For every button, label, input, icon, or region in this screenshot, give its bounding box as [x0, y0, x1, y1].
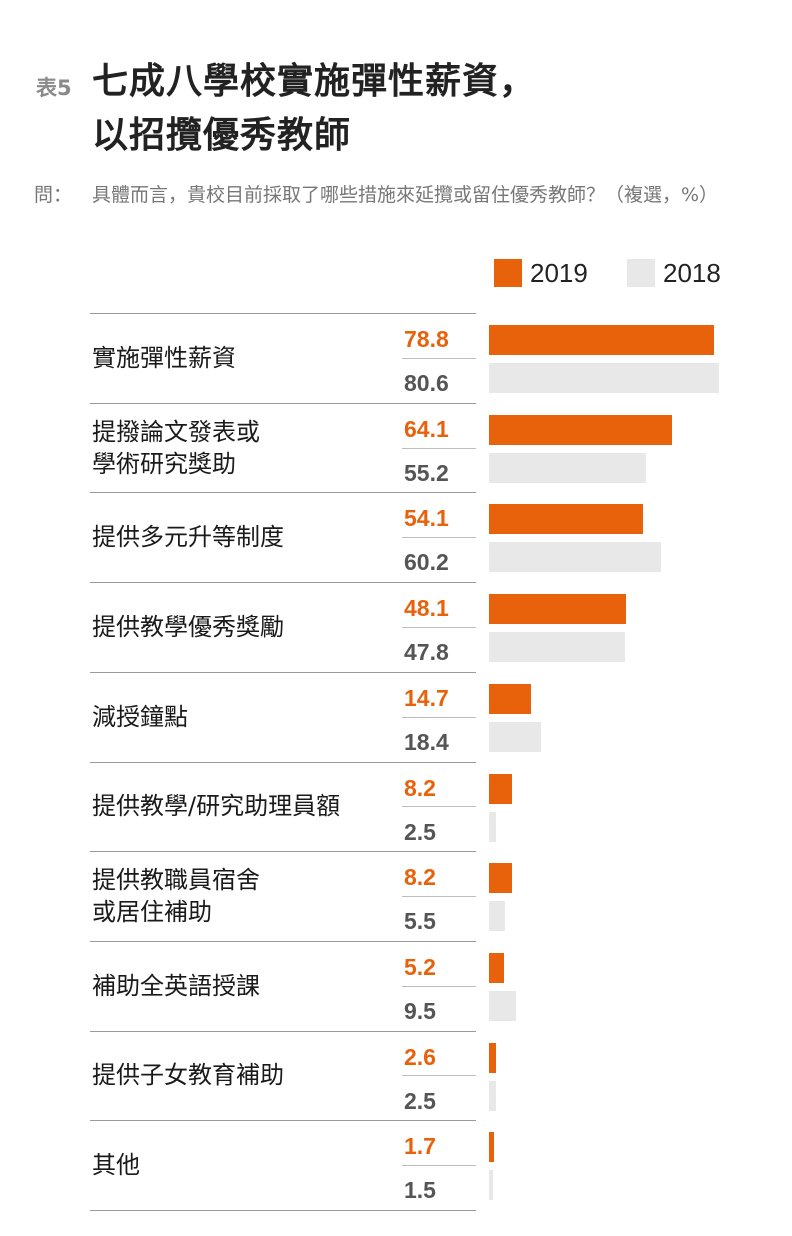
row-divider — [90, 1210, 476, 1211]
row-divider — [90, 940, 476, 942]
value-divider — [402, 806, 476, 808]
value-divider — [402, 1075, 476, 1077]
value-label-2019: 5.2 — [404, 953, 436, 980]
value-divider — [402, 1165, 476, 1167]
bar-2018 — [489, 363, 719, 393]
value-label-2019: 14.7 — [404, 684, 449, 711]
value-label-2019: 64.1 — [404, 415, 449, 442]
bar-2018 — [489, 811, 497, 842]
category-label-line: 提供教學/研究助理員額 — [92, 792, 341, 821]
value-label-2019: 54.1 — [404, 505, 449, 532]
row-divider — [90, 671, 476, 673]
question-label: 問： — [34, 184, 73, 206]
category-label-line: 提供多元升等制度 — [92, 523, 284, 552]
row-divider — [90, 761, 476, 763]
category-label: 提供教學優秀獎勵 — [92, 582, 392, 672]
bar-2019 — [489, 952, 504, 983]
row-divider — [90, 402, 476, 404]
category-label: 提供子女教育補助 — [92, 1031, 392, 1121]
category-label: 其他 — [92, 1120, 392, 1210]
category-label-line: 提供教職員宿舍 — [92, 866, 260, 895]
category-label-line: 提撥論文發表或 — [92, 417, 260, 446]
value-label-2018: 60.2 — [404, 549, 449, 576]
value-label-2018: 2.5 — [404, 818, 436, 845]
value-label-2019: 2.6 — [404, 1043, 436, 1070]
category-label-line: 或居住補助 — [92, 898, 212, 927]
value-label-2019: 8.2 — [404, 864, 436, 891]
row-divider — [90, 851, 476, 853]
legend-2019: 2019 — [494, 258, 588, 288]
legend-swatch-2019 — [494, 259, 522, 287]
bar-2018 — [489, 1170, 494, 1201]
value-divider — [402, 626, 476, 628]
table-label: 表5 — [36, 76, 72, 100]
value-divider — [402, 447, 476, 449]
legend-label-2018: 2018 — [663, 257, 721, 288]
bar-2019 — [489, 863, 513, 894]
category-label: 提供教職員宿舍 或居住補助 — [92, 851, 392, 941]
bar-2018 — [489, 632, 626, 663]
category-label: 提撥論文發表或 學術研究獎助 — [92, 403, 392, 493]
value-divider — [402, 357, 476, 359]
value-label-2019: 1.7 — [404, 1133, 436, 1160]
bar-2019 — [489, 683, 531, 714]
category-label: 實施彈性薪資 — [92, 313, 392, 403]
legend-2018: 2018 — [627, 258, 721, 288]
category-label-line: 其他 — [92, 1151, 140, 1180]
value-label-2019: 48.1 — [404, 595, 449, 622]
category-label-line: 學術研究獎助 — [92, 449, 236, 478]
value-label-2018: 9.5 — [404, 997, 436, 1024]
legend-label-2019: 2019 — [530, 257, 588, 288]
value-divider — [402, 716, 476, 718]
category-label-line: 提供教學優秀獎勵 — [92, 612, 284, 641]
category-label: 提供教學/研究助理員額 — [92, 762, 392, 852]
bar-2018 — [489, 990, 517, 1021]
bar-2018 — [489, 721, 542, 752]
row-divider — [90, 1120, 476, 1122]
value-label-2018: 18.4 — [404, 728, 449, 755]
value-label-2018: 55.2 — [404, 459, 449, 486]
category-label-line: 提供子女教育補助 — [92, 1061, 284, 1090]
row-divider — [90, 1030, 476, 1032]
bar-2019 — [489, 1132, 494, 1163]
bar-2019 — [489, 414, 672, 445]
category-label: 補助全英語授課 — [92, 941, 392, 1031]
legend-swatch-2018 — [627, 259, 655, 287]
bar-2019 — [489, 1042, 497, 1073]
category-label-line: 減授鐘點 — [92, 702, 188, 731]
row-divider — [90, 313, 476, 314]
value-label-2018: 80.6 — [404, 370, 449, 396]
category-label-line: 實施彈性薪資 — [92, 343, 236, 372]
category-label: 提供多元升等制度 — [92, 492, 392, 582]
value-label-2018: 2.5 — [404, 1087, 436, 1114]
chart-title-line-2: 以招攬優秀教師 — [92, 115, 352, 156]
value-label-2018: 47.8 — [404, 639, 449, 666]
chart-title-line-1: 七成八學校實施彈性薪資， — [92, 61, 537, 102]
value-divider — [402, 896, 476, 898]
category-label: 減授鐘點 — [92, 672, 392, 762]
question-text: 具體而言，貴校目前採取了哪些措施來延攬或留住優秀教師？（複選，%） — [92, 184, 719, 206]
bar-2019 — [489, 504, 644, 535]
bar-2019 — [489, 594, 627, 625]
bar-2018 — [489, 1080, 497, 1111]
category-label-line: 補助全英語授課 — [92, 971, 260, 1000]
value-label-2018: 5.5 — [404, 908, 436, 935]
value-label-2018: 1.5 — [404, 1177, 436, 1204]
bar-2018 — [489, 901, 505, 932]
bar-2019 — [489, 325, 714, 355]
value-divider — [402, 985, 476, 987]
row-divider — [90, 582, 476, 584]
value-label-2019: 8.2 — [404, 774, 436, 801]
bar-2019 — [489, 773, 513, 804]
bar-2018 — [489, 452, 647, 483]
bar-2018 — [489, 542, 661, 573]
value-divider — [402, 537, 476, 539]
value-label-2019: 78.8 — [404, 326, 449, 352]
row-divider — [90, 492, 476, 494]
